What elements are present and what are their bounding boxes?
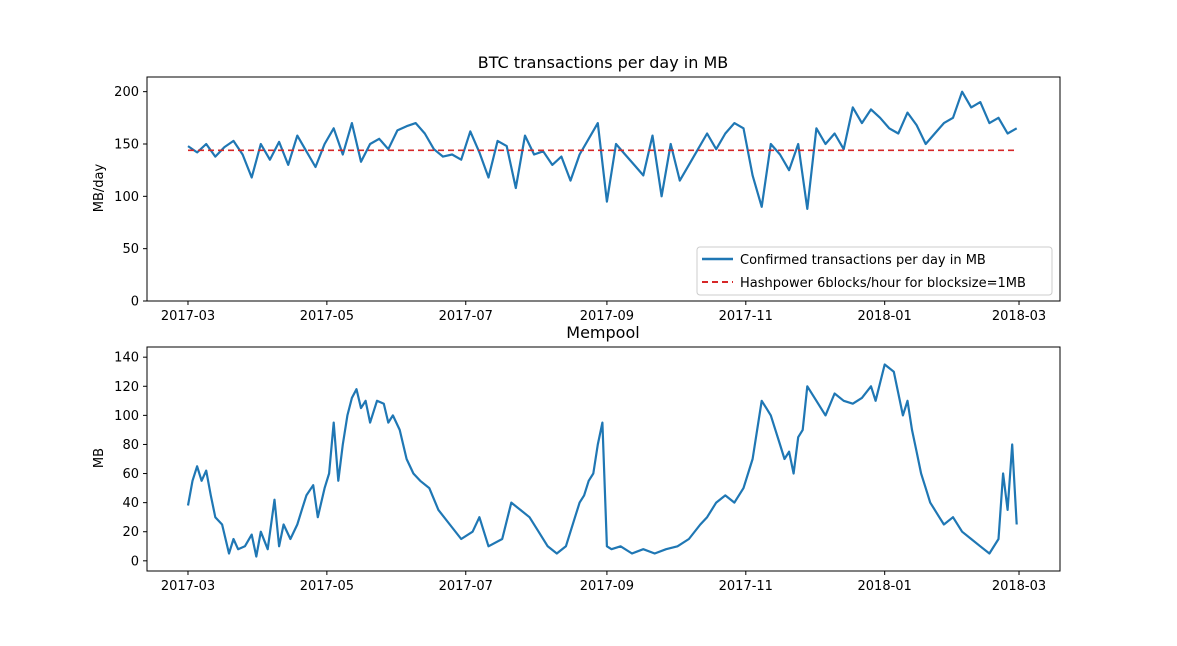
y-tick-label: 0 [131, 554, 139, 569]
legend-label-confirmed: Confirmed transactions per day in MB [740, 253, 986, 268]
legend-label-hashpower: Hashpower 6blocks/hour for blocksize=1MB [740, 276, 1026, 291]
x-tick-label: 2017-05 [300, 579, 354, 594]
series-line [186, 363, 1018, 558]
x-tick-label: 2018-03 [992, 309, 1046, 324]
y-tick-label: 20 [122, 525, 139, 540]
x-tick-label: 2017-05 [300, 309, 354, 324]
y-tick-label: 60 [122, 467, 139, 482]
plot-area [146, 76, 1061, 302]
chart-transactions: BTC transactions per day in MB MB/day 20… [92, 53, 1061, 324]
chart-mempool: Mempool MB 2017-03 2017-05 2017-07 2017-09 2… [92, 323, 1061, 594]
tick-group: 2017-03 2017-05 2017-07 2017-09 2017-11 2018-… [114, 85, 1046, 324]
x-tick-label: 2017-11 [719, 309, 773, 324]
y-tick-label: 80 [122, 438, 139, 453]
y-axis-label: MB [92, 448, 107, 468]
x-tick-label: 2017-03 [161, 309, 215, 324]
x-tick-label: 2018-03 [992, 579, 1046, 594]
series-line [187, 90, 1018, 210]
x-tick-label: 2017-03 [161, 579, 215, 594]
x-tick-label: 2018-01 [858, 309, 912, 324]
x-tick-label: 2018-01 [858, 579, 912, 594]
series-group [186, 363, 1018, 558]
y-tick-label: 40 [122, 496, 139, 511]
y-tick-label: 100 [114, 409, 139, 424]
chart-title: Mempool [566, 323, 639, 342]
x-tick-label: 2017-07 [439, 309, 493, 324]
plot-area [146, 346, 1061, 572]
x-tick-label: 2017-07 [439, 579, 493, 594]
legend-box [696, 246, 1053, 296]
y-tick-label: 100 [114, 190, 139, 205]
legend: Confirmed transactions per day in MB Has… [696, 246, 1053, 296]
y-tick-label: 0 [131, 295, 139, 310]
chart-title: BTC transactions per day in MB [478, 53, 729, 72]
x-tick-label: 2017-11 [719, 579, 773, 594]
y-tick-label: 120 [114, 380, 139, 395]
tick-group: 2017-03 2017-05 2017-07 2017-09 2017-11 2018-… [114, 351, 1046, 594]
x-tick-label: 2017-09 [580, 579, 634, 594]
y-tick-label: 200 [114, 85, 139, 100]
y-tick-label: 50 [122, 242, 139, 257]
series-group [187, 90, 1018, 210]
y-tick-label: 150 [114, 137, 139, 152]
y-axis-label: MB/day [92, 163, 107, 212]
y-tick-label: 140 [114, 351, 139, 366]
x-tick-label: 2017-09 [580, 309, 634, 324]
